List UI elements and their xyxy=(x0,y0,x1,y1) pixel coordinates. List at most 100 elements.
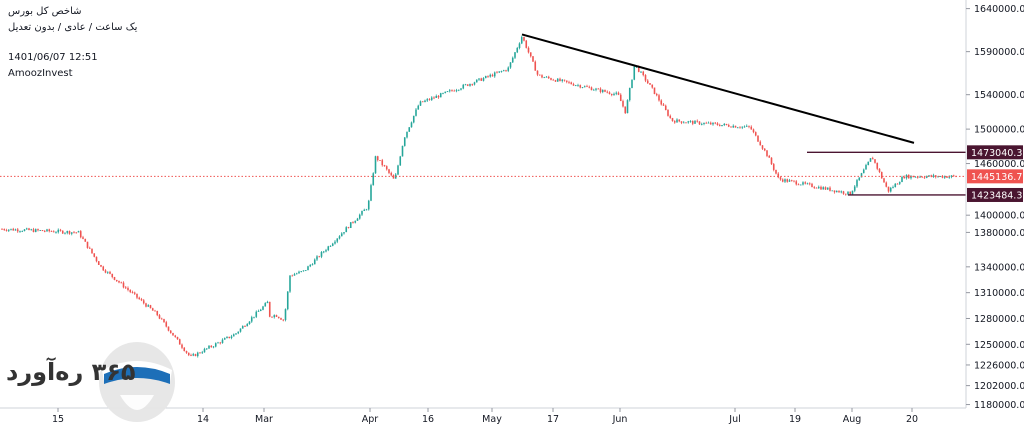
candle-body xyxy=(192,354,195,356)
candle xyxy=(165,320,168,328)
candle-body xyxy=(914,176,917,178)
candle-body xyxy=(554,80,557,82)
candle-body xyxy=(768,155,771,158)
candle xyxy=(64,232,66,235)
candle xyxy=(259,308,262,312)
candle xyxy=(347,226,350,229)
candle-body xyxy=(223,338,226,340)
candle-body xyxy=(842,191,845,194)
candle-body xyxy=(835,190,838,193)
candle xyxy=(617,91,620,96)
candle xyxy=(50,230,53,232)
candle xyxy=(649,83,651,85)
candle-body xyxy=(552,79,555,81)
candle-body xyxy=(694,120,696,124)
candle xyxy=(640,71,642,74)
candle xyxy=(745,124,748,127)
candle-body xyxy=(421,101,424,103)
candle-body xyxy=(244,326,246,327)
candle-body xyxy=(869,158,872,162)
candle-body xyxy=(158,315,161,319)
candle xyxy=(583,85,586,88)
candle xyxy=(262,305,264,311)
candle xyxy=(678,119,681,123)
candle-body xyxy=(473,82,476,85)
candle xyxy=(532,55,534,62)
candle-body xyxy=(883,178,885,183)
candle xyxy=(874,159,876,164)
candle-body xyxy=(412,115,415,123)
candle xyxy=(61,230,64,234)
candle xyxy=(624,106,627,114)
candle xyxy=(732,124,735,128)
candle xyxy=(43,229,46,233)
candle xyxy=(7,229,10,232)
candle-body xyxy=(667,110,669,116)
candle xyxy=(907,174,910,179)
candle-body xyxy=(829,187,831,191)
candle-body xyxy=(498,71,501,73)
candle xyxy=(246,323,249,327)
candle-body xyxy=(401,145,404,157)
candle-body xyxy=(248,321,251,325)
x-tick-label-6: 17 xyxy=(547,414,559,425)
candle-body xyxy=(779,177,782,180)
candle xyxy=(916,176,919,179)
candle xyxy=(842,190,845,195)
candle xyxy=(550,77,552,81)
candle-body xyxy=(484,75,487,79)
candle-body xyxy=(952,175,955,177)
candle-body xyxy=(615,92,618,94)
candle-body xyxy=(275,315,278,317)
candle-body xyxy=(106,271,109,273)
candle xyxy=(41,230,44,232)
candle-body xyxy=(383,165,386,167)
candle-body xyxy=(289,275,291,292)
candle xyxy=(169,330,172,334)
candle-body xyxy=(181,344,183,348)
candle xyxy=(894,183,897,188)
candle-body xyxy=(361,211,363,215)
candle xyxy=(205,348,208,350)
candle xyxy=(448,88,451,93)
candle xyxy=(626,99,629,114)
candle-body xyxy=(763,148,766,151)
candle xyxy=(788,178,791,182)
candle-body xyxy=(518,43,521,49)
candle xyxy=(412,115,415,124)
candle xyxy=(878,168,881,174)
candle xyxy=(689,120,692,123)
candle-body xyxy=(880,172,883,179)
candle-body xyxy=(640,71,642,73)
candle-body xyxy=(183,347,186,352)
candle xyxy=(664,104,667,111)
candle-body xyxy=(327,246,330,251)
candle-body xyxy=(759,141,762,146)
candle xyxy=(671,117,674,122)
candle xyxy=(862,168,865,174)
candle-body xyxy=(489,74,492,77)
candle xyxy=(691,120,694,126)
candle xyxy=(838,190,840,193)
candle xyxy=(329,245,332,247)
candle xyxy=(70,232,73,236)
candle-body xyxy=(104,270,107,273)
candle-body xyxy=(302,270,305,272)
candle xyxy=(399,155,402,166)
candle-body xyxy=(57,229,60,233)
candle xyxy=(757,135,759,142)
candle-body xyxy=(419,101,422,106)
candle-body xyxy=(700,124,703,125)
candle xyxy=(534,60,537,71)
candle xyxy=(253,316,255,319)
candle xyxy=(858,177,861,181)
candle-body xyxy=(721,124,723,127)
candle xyxy=(282,319,285,322)
candle xyxy=(313,258,316,265)
candle xyxy=(325,248,327,253)
y-tick-label-11: 1226000.00 xyxy=(974,360,1024,371)
candle xyxy=(228,336,231,339)
candle-body xyxy=(111,273,114,278)
candle xyxy=(572,82,575,86)
